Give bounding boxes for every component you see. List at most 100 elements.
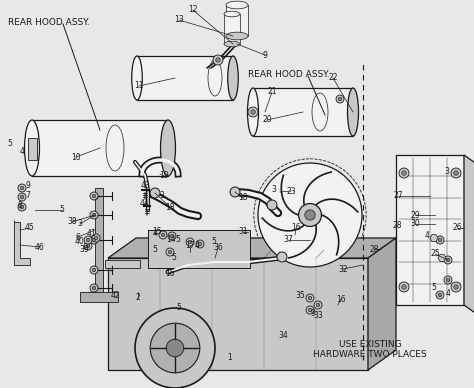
Text: 4: 4 bbox=[19, 147, 25, 156]
Ellipse shape bbox=[228, 56, 238, 100]
Ellipse shape bbox=[161, 120, 175, 176]
Text: 4: 4 bbox=[194, 241, 200, 251]
Circle shape bbox=[451, 168, 461, 178]
Text: 30: 30 bbox=[410, 220, 420, 229]
Polygon shape bbox=[368, 238, 396, 370]
Circle shape bbox=[436, 291, 444, 299]
Text: 5: 5 bbox=[172, 253, 176, 263]
Text: 42: 42 bbox=[110, 291, 120, 300]
Circle shape bbox=[92, 213, 96, 217]
Circle shape bbox=[436, 236, 444, 244]
Text: 18: 18 bbox=[238, 194, 248, 203]
Bar bbox=[137, 56, 233, 100]
Polygon shape bbox=[105, 260, 140, 268]
Polygon shape bbox=[14, 220, 30, 265]
Text: 37: 37 bbox=[283, 236, 293, 244]
Bar bbox=[226, 5, 248, 36]
Circle shape bbox=[402, 171, 406, 175]
Text: 35: 35 bbox=[295, 291, 305, 300]
Circle shape bbox=[159, 231, 167, 239]
Circle shape bbox=[308, 296, 312, 300]
Circle shape bbox=[299, 204, 321, 227]
Bar bbox=[224, 14, 240, 44]
Circle shape bbox=[135, 308, 215, 388]
Text: 5: 5 bbox=[60, 206, 64, 215]
Circle shape bbox=[446, 258, 450, 262]
Text: 34: 34 bbox=[278, 331, 288, 341]
Text: 14: 14 bbox=[166, 236, 176, 244]
Circle shape bbox=[92, 194, 96, 198]
Bar bbox=[80, 292, 118, 302]
Text: 13: 13 bbox=[174, 16, 184, 24]
Circle shape bbox=[18, 184, 26, 192]
Circle shape bbox=[166, 248, 174, 256]
Bar bbox=[28, 138, 37, 160]
Circle shape bbox=[90, 266, 98, 274]
Text: 16: 16 bbox=[291, 223, 301, 232]
Circle shape bbox=[20, 186, 24, 190]
Circle shape bbox=[90, 211, 98, 219]
Text: 17: 17 bbox=[185, 241, 195, 251]
Text: 19: 19 bbox=[159, 171, 169, 180]
Circle shape bbox=[170, 234, 174, 238]
Text: 5: 5 bbox=[8, 139, 12, 147]
Circle shape bbox=[444, 256, 452, 264]
Circle shape bbox=[150, 323, 200, 373]
Text: 5: 5 bbox=[153, 246, 157, 255]
Circle shape bbox=[306, 306, 314, 314]
Bar bbox=[108, 258, 368, 370]
Text: 9: 9 bbox=[263, 50, 267, 59]
Text: 1: 1 bbox=[228, 353, 232, 362]
Bar bbox=[253, 88, 353, 136]
Text: 45: 45 bbox=[25, 223, 35, 232]
Text: USE EXISTING
HARDWARE TWO PLACES: USE EXISTING HARDWARE TWO PLACES bbox=[313, 340, 427, 359]
Text: 36: 36 bbox=[213, 244, 223, 253]
Circle shape bbox=[308, 308, 312, 312]
Text: 16: 16 bbox=[165, 270, 175, 279]
Circle shape bbox=[92, 268, 96, 272]
Circle shape bbox=[446, 278, 450, 282]
Circle shape bbox=[230, 187, 240, 197]
Bar bbox=[148, 230, 250, 268]
Polygon shape bbox=[464, 155, 474, 315]
Circle shape bbox=[402, 285, 406, 289]
Ellipse shape bbox=[224, 11, 240, 17]
Circle shape bbox=[451, 282, 461, 292]
Circle shape bbox=[399, 282, 409, 292]
Text: 41: 41 bbox=[86, 229, 96, 239]
Text: 29: 29 bbox=[410, 211, 420, 220]
Circle shape bbox=[454, 171, 458, 175]
Text: 25: 25 bbox=[430, 249, 440, 258]
Circle shape bbox=[188, 240, 192, 244]
Text: 5: 5 bbox=[175, 236, 181, 244]
Circle shape bbox=[305, 210, 315, 220]
Text: 3: 3 bbox=[78, 220, 82, 229]
Circle shape bbox=[316, 303, 320, 307]
Text: 6: 6 bbox=[75, 232, 81, 241]
Ellipse shape bbox=[224, 41, 240, 47]
Circle shape bbox=[168, 232, 176, 240]
Text: 40: 40 bbox=[75, 237, 85, 246]
Text: 28: 28 bbox=[392, 222, 402, 230]
Bar bbox=[32, 120, 168, 176]
Text: 8: 8 bbox=[18, 201, 22, 210]
Circle shape bbox=[94, 236, 98, 240]
Text: 26: 26 bbox=[452, 223, 462, 232]
Bar bbox=[95, 188, 103, 298]
Circle shape bbox=[20, 195, 24, 199]
Circle shape bbox=[90, 236, 98, 244]
Ellipse shape bbox=[347, 88, 358, 136]
Text: REAR HOOD ASSY.: REAR HOOD ASSY. bbox=[8, 18, 90, 27]
Bar bbox=[396, 155, 464, 305]
Text: 11: 11 bbox=[134, 81, 144, 90]
Circle shape bbox=[399, 168, 409, 178]
Text: 2: 2 bbox=[136, 293, 140, 303]
Text: 3: 3 bbox=[445, 166, 449, 175]
Circle shape bbox=[186, 238, 194, 246]
Circle shape bbox=[454, 285, 458, 289]
Polygon shape bbox=[430, 234, 438, 241]
Circle shape bbox=[92, 238, 96, 242]
Text: 21: 21 bbox=[267, 88, 277, 97]
Circle shape bbox=[314, 301, 322, 309]
Circle shape bbox=[216, 58, 220, 62]
